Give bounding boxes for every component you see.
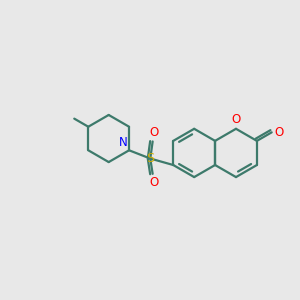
Text: N: N [119, 136, 128, 149]
Text: O: O [149, 126, 159, 139]
Text: O: O [149, 176, 159, 189]
Text: S: S [146, 152, 154, 165]
Text: O: O [274, 126, 283, 139]
Text: O: O [231, 113, 241, 126]
